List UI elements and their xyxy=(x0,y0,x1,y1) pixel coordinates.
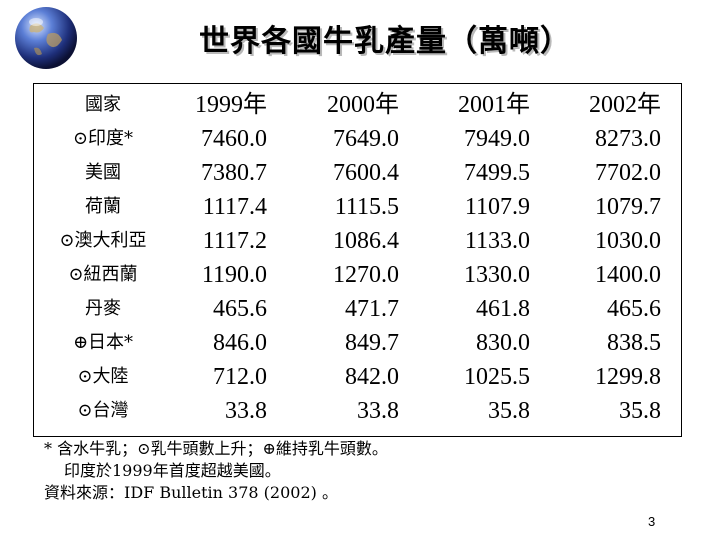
value-cell: 465.6 xyxy=(213,296,267,322)
value-cell: 1025.5 xyxy=(464,364,530,390)
country-label: ⊙澳大利亞 xyxy=(59,230,147,251)
country-label: ⊙台灣 xyxy=(77,400,129,421)
value-cell: 1079.7 xyxy=(595,194,661,220)
value-cell: 7949.0 xyxy=(464,126,530,152)
country-label: 荷蘭 xyxy=(85,196,121,217)
value-cell: 1117.4 xyxy=(202,194,267,220)
table-row: 美國 7380.7 7600.4 7499.5 7702.0 xyxy=(33,156,682,190)
country-label: ⊙印度* xyxy=(72,128,134,149)
page-number: 3 xyxy=(648,514,656,529)
value-cell: 471.7 xyxy=(345,296,399,322)
footnote-legend: * 含水牛乳；⊙乳牛頭數上升；⊕維持乳牛頭數。 xyxy=(44,439,388,458)
value-cell: 33.8 xyxy=(357,398,399,424)
value-cell: 1115.5 xyxy=(334,194,399,220)
globe-icon xyxy=(12,4,80,72)
table-row: ⊙紐西蘭 1190.0 1270.0 1330.0 1400.0 xyxy=(33,258,682,292)
header-year-2000: 2000年 xyxy=(327,92,399,118)
value-cell: 1190.0 xyxy=(201,262,267,288)
header-country: 國家 xyxy=(85,94,121,115)
footnote-india: 印度於1999年首度超越美國。 xyxy=(64,461,281,480)
value-cell: 846.0 xyxy=(213,330,267,356)
page-title: 世界各國牛乳產量（萬噸） xyxy=(199,24,571,59)
footnotes: * 含水牛乳；⊙乳牛頭數上升；⊕維持乳牛頭數。 印度於1999年首度超越美國。 … xyxy=(44,438,388,504)
value-cell: 7649.0 xyxy=(333,126,399,152)
value-cell: 461.8 xyxy=(476,296,530,322)
value-cell: 1330.0 xyxy=(464,262,530,288)
value-cell: 712.0 xyxy=(213,364,267,390)
country-label: 丹麥 xyxy=(85,298,121,319)
value-cell: 7460.0 xyxy=(201,126,267,152)
value-cell: 7380.7 xyxy=(201,160,267,186)
country-label: ⊙大陸 xyxy=(77,366,129,387)
table-row: 荷蘭 1117.4 1115.5 1107.9 1079.7 xyxy=(33,190,682,224)
table-row: ⊕日本* 846.0 849.7 830.0 838.5 xyxy=(33,326,682,360)
value-cell: 849.7 xyxy=(345,330,399,356)
value-cell: 33.8 xyxy=(225,398,267,424)
value-cell: 35.8 xyxy=(488,398,530,424)
value-cell: 35.8 xyxy=(619,398,661,424)
value-cell: 7702.0 xyxy=(595,160,661,186)
table-row: 丹麥 465.6 471.7 461.8 465.6 xyxy=(33,292,682,326)
value-cell: 830.0 xyxy=(476,330,530,356)
country-label: 美國 xyxy=(85,162,121,183)
value-cell: 1270.0 xyxy=(333,262,399,288)
header-year-1999: 1999年 xyxy=(195,92,267,118)
value-cell: 838.5 xyxy=(607,330,661,356)
value-cell: 1107.9 xyxy=(464,194,530,220)
value-cell: 1117.2 xyxy=(202,228,267,254)
table-border xyxy=(33,83,682,437)
header-year-2001: 2001年 xyxy=(458,92,530,118)
table-row: ⊙大陸 712.0 842.0 1025.5 1299.8 xyxy=(33,360,682,394)
header-year-2002: 2002年 xyxy=(589,92,661,118)
table-row: ⊙台灣 33.8 33.8 35.8 35.8 xyxy=(33,394,682,428)
footnote-source: 資料來源：IDF Bulletin 378 (2002) 。 xyxy=(44,483,338,502)
country-label: ⊕日本* xyxy=(72,332,134,353)
country-label: ⊙紐西蘭 xyxy=(68,264,138,285)
value-cell: 7499.5 xyxy=(464,160,530,186)
value-cell: 7600.4 xyxy=(333,160,399,186)
value-cell: 1299.8 xyxy=(595,364,661,390)
value-cell: 8273.0 xyxy=(595,126,661,152)
value-cell: 1400.0 xyxy=(595,262,661,288)
value-cell: 1030.0 xyxy=(595,228,661,254)
value-cell: 465.6 xyxy=(607,296,661,322)
table-row: ⊙印度* 7460.0 7649.0 7949.0 8273.0 xyxy=(33,122,682,156)
value-cell: 1086.4 xyxy=(333,228,399,254)
value-cell: 842.0 xyxy=(345,364,399,390)
table-row: ⊙澳大利亞 1117.2 1086.4 1133.0 1030.0 xyxy=(33,224,682,258)
table-header-row: 國家 1999年 2000年 2001年 2002年 xyxy=(33,88,682,122)
value-cell: 1133.0 xyxy=(464,228,530,254)
